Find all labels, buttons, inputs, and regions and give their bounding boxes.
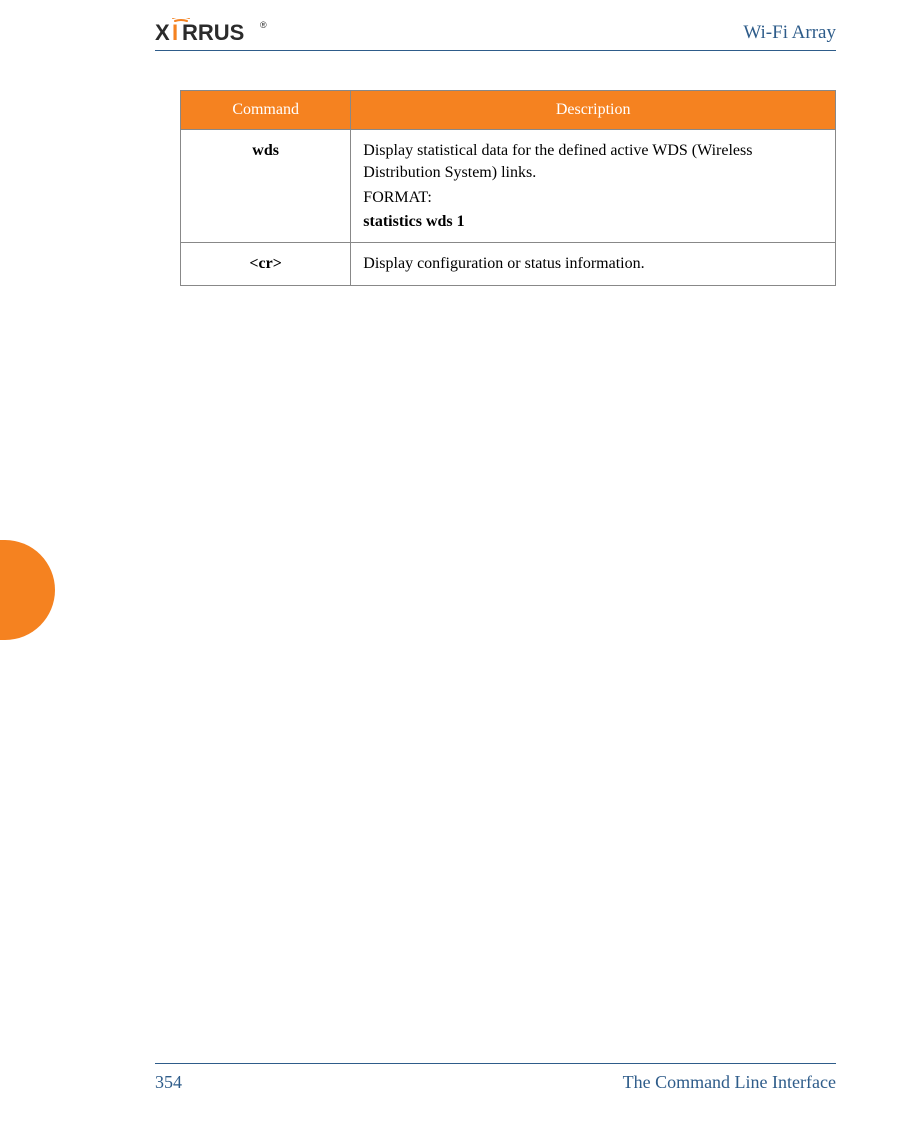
description-text: Display configuration or status informat… bbox=[363, 255, 644, 272]
format-value: statistics wds 1 bbox=[363, 211, 823, 233]
svg-text:RRUS: RRUS bbox=[182, 20, 244, 45]
header-rule bbox=[155, 50, 836, 51]
side-tab-marker bbox=[0, 540, 55, 640]
command-table: Command Description wds Display statisti… bbox=[180, 90, 836, 286]
footer-row: 354 The Command Line Interface bbox=[155, 1072, 836, 1093]
table-header-command: Command bbox=[181, 91, 351, 130]
page-number: 354 bbox=[155, 1072, 182, 1093]
command-cell: <cr> bbox=[181, 243, 351, 286]
table-row: <cr> Display configuration or status inf… bbox=[181, 243, 836, 286]
svg-text:®: ® bbox=[260, 20, 267, 30]
command-cell: wds bbox=[181, 130, 351, 243]
xirrus-logo-svg: X I RRUS ® bbox=[155, 18, 305, 48]
svg-text:X: X bbox=[155, 20, 170, 45]
table-header-description: Description bbox=[351, 91, 836, 130]
description-cell: Display statistical data for the defined… bbox=[351, 130, 836, 243]
page-content: Command Description wds Display statisti… bbox=[0, 60, 901, 286]
page-header: X I RRUS ® Wi-Fi Array bbox=[0, 0, 901, 60]
svg-text:I: I bbox=[172, 20, 178, 45]
page-footer: 354 The Command Line Interface bbox=[155, 1063, 836, 1093]
footer-section-title: The Command Line Interface bbox=[623, 1072, 836, 1093]
table-row: wds Display statistical data for the def… bbox=[181, 130, 836, 243]
format-label: FORMAT: bbox=[363, 187, 823, 209]
footer-rule bbox=[155, 1063, 836, 1064]
description-cell: Display configuration or status informat… bbox=[351, 243, 836, 286]
xirrus-logo: X I RRUS ® bbox=[155, 18, 305, 48]
table-header-row: Command Description bbox=[181, 91, 836, 130]
description-text: Display statistical data for the defined… bbox=[363, 140, 823, 183]
header-title: Wi-Fi Array bbox=[743, 22, 836, 44]
